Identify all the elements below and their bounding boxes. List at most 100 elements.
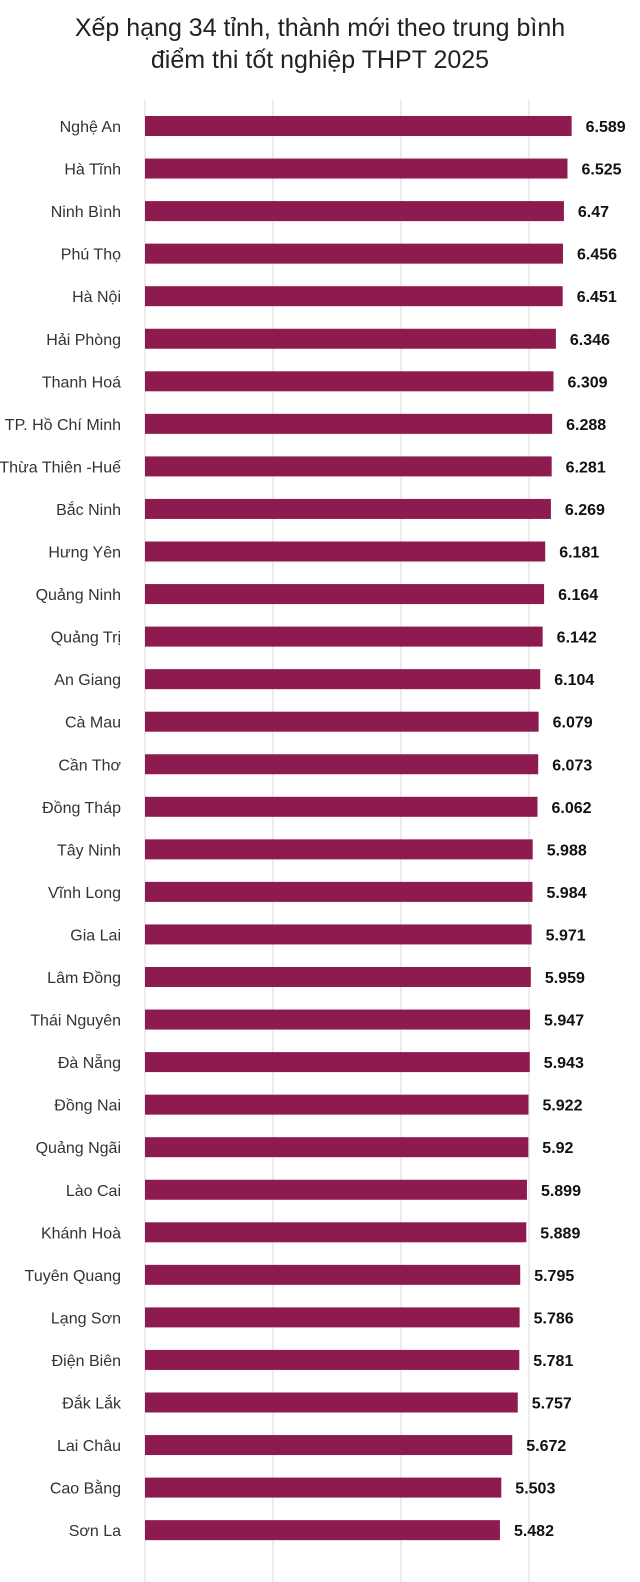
category-label: Hà Nội [72, 289, 121, 306]
category-label: Gia Lai [70, 927, 121, 944]
bar [145, 1307, 520, 1328]
value-label: 6.142 [557, 630, 597, 647]
category-label: Cao Bằng [50, 1479, 121, 1498]
bar [145, 1052, 530, 1073]
value-label: 6.164 [558, 587, 598, 604]
value-label: 5.795 [534, 1268, 574, 1285]
bar [145, 881, 533, 902]
value-label: 5.947 [544, 1013, 584, 1030]
value-label: 6.451 [577, 289, 617, 306]
bar [145, 116, 572, 136]
chart-title: Xếp hạng 34 tỉnh, thành mới theo trung b… [0, 12, 640, 76]
bar [145, 286, 563, 307]
value-label: 5.482 [514, 1523, 554, 1540]
bar [145, 584, 545, 605]
bar [145, 498, 551, 519]
bar [145, 626, 543, 647]
bar [145, 201, 564, 222]
value-label: 6.456 [577, 247, 617, 264]
bar [145, 967, 531, 987]
category-label: Lai Châu [57, 1438, 121, 1455]
bars [145, 116, 572, 1541]
bar [145, 1009, 531, 1030]
category-label: Cần Thơ [58, 757, 121, 774]
chart-title-line-1: Xếp hạng 34 tỉnh, thành mới theo trung b… [74, 14, 566, 42]
bar [145, 1179, 527, 1200]
bar [145, 796, 538, 817]
bar [145, 243, 564, 264]
category-label: Nghệ An [60, 119, 121, 136]
category-label: Hải Phòng [46, 332, 121, 349]
value-label: 6.47 [578, 204, 609, 221]
bar [145, 839, 533, 860]
bar [145, 541, 546, 562]
category-label: Lào Cai [66, 1183, 121, 1200]
category-label: Đồng Nai [54, 1098, 121, 1115]
value-label: 5.959 [545, 970, 585, 987]
bar [145, 456, 552, 477]
bar [145, 924, 532, 945]
bar [145, 1392, 518, 1413]
category-label: Đắk Lắk [62, 1394, 122, 1413]
category-label: Lạng Sơn [51, 1310, 121, 1327]
chart-title-line-2: điểm thi tốt nghiệp THPT 2025 [150, 46, 490, 74]
category-label: Ninh Bình [51, 204, 121, 221]
value-label: 5.922 [542, 1098, 582, 1115]
value-label: 5.786 [534, 1310, 574, 1327]
value-label: 5.672 [526, 1438, 566, 1455]
bar [145, 1520, 500, 1541]
value-label: 6.309 [567, 374, 607, 391]
category-label: Đồng Tháp [42, 800, 121, 817]
value-label: 5.943 [544, 1055, 584, 1072]
value-label: 5.92 [542, 1140, 573, 1157]
category-label: Hưng Yên [48, 545, 121, 562]
value-label: 5.988 [547, 842, 587, 859]
category-label: Cà Mau [65, 715, 121, 732]
bar [145, 1349, 520, 1370]
value-label: 6.062 [552, 800, 592, 817]
category-label: Tây Ninh [57, 842, 121, 859]
bar [145, 328, 556, 349]
category-label: Hà Tĩnh [64, 162, 121, 179]
value-label: 6.589 [586, 119, 626, 136]
value-label: 5.971 [546, 927, 586, 944]
category-label: Quảng Ngãi [36, 1140, 121, 1157]
category-label: Điện Biên [52, 1353, 121, 1370]
bar [145, 371, 554, 392]
category-label: Tuyên Quang [25, 1268, 121, 1285]
value-label: 6.079 [553, 715, 593, 732]
category-label: Quảng Trị [51, 630, 121, 647]
category-label: Thanh Hoá [42, 374, 121, 391]
bar [145, 413, 553, 434]
value-label: 6.346 [570, 332, 610, 349]
category-labels: Nghệ An Hà Tĩnh Ninh Bình Phú Thọ Hà Nội Hải … [0, 119, 122, 1540]
bar [145, 711, 539, 732]
category-label: Đà Nẵng [58, 1053, 121, 1072]
value-label: 6.525 [581, 162, 621, 179]
value-labels: 6.589 6.525 6.47 6.456 6.451 6.346 6.309 6.288 6… [514, 119, 626, 1540]
category-label: Khánh Hoà [41, 1225, 121, 1242]
value-label: 5.899 [541, 1183, 581, 1200]
category-label: Thái Nguyên [30, 1013, 121, 1030]
bar [145, 1264, 521, 1285]
category-label: Bắc Ninh [56, 500, 121, 519]
category-label: Lâm Đồng [47, 970, 121, 987]
bar [145, 1137, 529, 1158]
category-label: Quảng Ninh [36, 587, 121, 604]
bar [145, 1477, 502, 1498]
category-label: Thừa Thiên -Huế [0, 459, 121, 476]
value-label: 6.073 [552, 757, 592, 774]
category-label: TP. Hồ Chí Minh [5, 417, 121, 434]
bar [145, 1435, 513, 1456]
value-label: 5.781 [533, 1353, 573, 1370]
value-label: 5.503 [515, 1481, 555, 1498]
value-label: 5.757 [532, 1396, 572, 1413]
bar [145, 1094, 529, 1115]
category-label: An Giang [54, 672, 121, 689]
value-label: 5.984 [546, 885, 586, 902]
bar [145, 1222, 527, 1243]
value-label: 6.269 [565, 502, 605, 519]
value-label: 6.281 [566, 459, 606, 476]
bar [145, 669, 541, 690]
category-label: Vĩnh Long [48, 885, 121, 902]
